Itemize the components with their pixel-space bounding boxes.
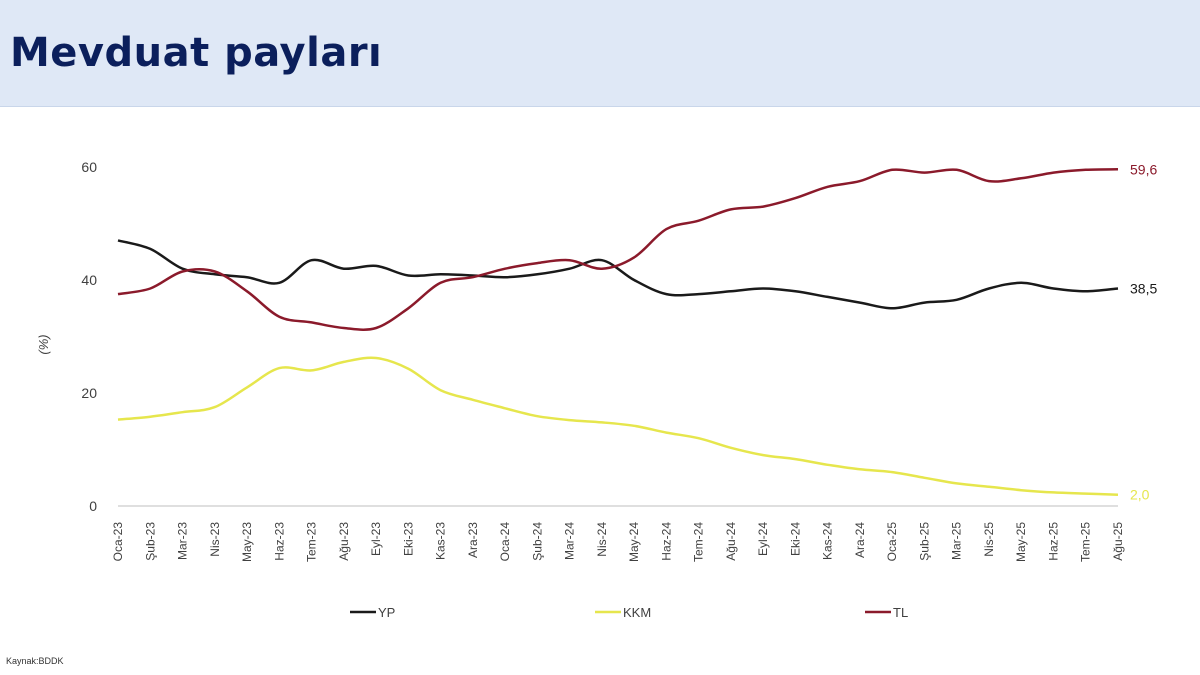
x-tick-label: May-25 [1014,522,1028,562]
y-tick-label: 60 [81,159,97,175]
x-tick-label: Mar-24 [563,522,577,560]
y-axis-label: (%) [36,334,51,354]
legend-label-yp: YP [378,605,395,620]
x-tick-label: Ağu-23 [337,522,351,561]
line-chart: 0 20 40 60 (%) Oca-23 Şub-23 Mar-23 Nis-23 May-2… [36,159,1157,620]
x-tick-label: Nis-24 [595,522,609,557]
x-tick-label: Haz-25 [1046,522,1060,561]
end-label-kkm: 2,0 [1130,487,1150,503]
series-line-tl [117,168,1119,331]
x-tick-label: Oca-23 [111,522,125,562]
x-axis: Oca-23 Şub-23 Mar-23 Nis-23 May-23 Haz-23 Tem-… [111,505,1125,562]
x-tick-label: Haz-23 [272,522,286,561]
x-tick-label: Şub-25 [917,522,931,561]
x-tick-label: Ağu-24 [724,522,738,561]
x-tick-label: Eki-24 [788,522,802,556]
x-tick-label: Ara-23 [466,522,480,558]
x-tick-label: Şub-24 [530,522,544,561]
x-tick-label: Kas-24 [821,522,835,560]
end-label-yp: 38,5 [1130,280,1157,296]
y-tick-label: 0 [89,498,97,514]
x-tick-label: Oca-24 [498,522,512,562]
series-line-yp [117,239,1119,310]
x-tick-label: Oca-25 [885,522,899,562]
x-tick-label: Kas-23 [434,522,448,560]
x-tick-label: Eyl-23 [369,522,383,556]
header-bar: Mevduat payları [0,0,1200,107]
page-title: Mevduat payları [10,30,383,76]
legend: YP KKM TL [350,605,908,620]
x-tick-label: Ara-24 [853,522,867,558]
x-tick-label: Mar-23 [176,522,190,560]
y-tick-label: 40 [81,272,97,288]
x-tick-label: Tem-25 [1079,522,1093,562]
end-label-tl: 59,6 [1130,161,1157,177]
x-tick-label: Ağu-25 [1111,522,1125,561]
legend-label-kkm: KKM [623,605,651,620]
x-tick-label: May-24 [627,522,641,562]
x-tick-label: Mar-25 [950,522,964,560]
x-tick-label: Haz-24 [659,522,673,561]
plot-area: 38,5 2,0 59,6 [117,161,1157,503]
series-line-kkm [117,356,1119,496]
x-tick-label: Tem-24 [692,522,706,562]
x-tick-label: Şub-23 [143,522,157,561]
x-tick-label: Tem-23 [305,522,319,562]
x-tick-label: Nis-25 [982,522,996,557]
y-axis: 0 20 40 60 (%) [36,159,97,514]
x-tick-label: Eyl-24 [756,522,770,556]
legend-label-tl: TL [893,605,908,620]
x-tick-label: May-23 [240,522,254,562]
x-tick-label: Nis-23 [208,522,222,557]
x-tick-label: Eki-23 [401,522,415,556]
source-note: Kaynak:BDDK [6,656,64,666]
y-tick-label: 20 [81,385,97,401]
